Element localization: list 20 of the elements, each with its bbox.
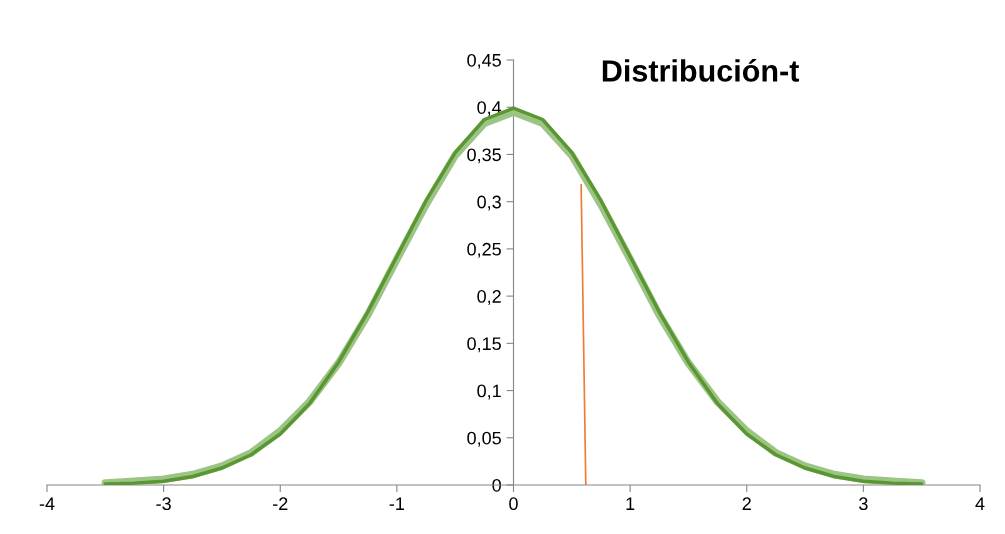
x-tick-label: 1 [626,497,635,510]
x-tick-label: 2 [742,497,751,510]
chart-title: Distribución-t [602,59,800,82]
y-tick-label: 0,45 [467,53,501,69]
x-tick-label: -2 [273,497,288,510]
y-tick-label: 0,4 [477,101,502,117]
y-tick-label: 0,2 [477,290,501,305]
y-tick-label: 0,3 [477,195,501,211]
x-tick-label: -4 [39,497,55,510]
y-tick-label: 0,25 [467,242,501,258]
x-tick-label: -3 [156,497,171,511]
y-tick-label: 0,15 [467,337,501,353]
y-tick-label: 0,05 [467,431,501,447]
y-tick-label: 0,35 [467,148,501,164]
x-tick-label: 0 [509,497,518,511]
y-tick-label: 0,1 [477,384,501,400]
y-tick-label: 0 [492,478,501,492]
x-tick-label: 3 [859,497,868,511]
x-tick-label: 4 [975,497,985,510]
x-tick-label: -1 [389,497,405,510]
